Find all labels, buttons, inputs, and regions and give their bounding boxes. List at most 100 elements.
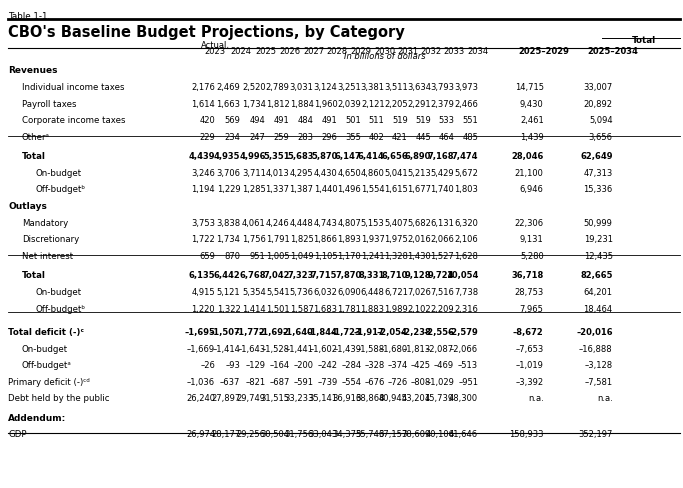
- Text: 6,442: 6,442: [214, 271, 240, 280]
- Text: 21,100: 21,100: [515, 168, 544, 178]
- Text: 2,291: 2,291: [407, 100, 431, 108]
- Text: –591: –591: [294, 377, 313, 386]
- Text: 1,781: 1,781: [337, 304, 361, 313]
- Text: 2033: 2033: [443, 47, 465, 56]
- Text: 1,628: 1,628: [454, 251, 478, 261]
- Text: –374: –374: [387, 361, 408, 369]
- Text: –2,087: –2,087: [426, 344, 454, 353]
- Text: 1,005: 1,005: [266, 251, 290, 261]
- Text: 19,231: 19,231: [584, 235, 613, 244]
- Text: 62,649: 62,649: [580, 152, 613, 161]
- Text: –1,036: –1,036: [187, 377, 215, 386]
- Text: 5,407: 5,407: [384, 218, 408, 227]
- Text: –513: –513: [458, 361, 478, 369]
- Text: 40,106: 40,106: [426, 429, 454, 438]
- Text: 1,587: 1,587: [290, 304, 313, 313]
- Text: 247: 247: [250, 133, 266, 142]
- Text: –16,888: –16,888: [579, 344, 613, 353]
- Text: 6,768: 6,768: [239, 271, 266, 280]
- Text: 28,046: 28,046: [512, 152, 544, 161]
- Text: 4,650: 4,650: [337, 168, 361, 178]
- Text: 7,474: 7,474: [451, 152, 478, 161]
- Text: 4,295: 4,295: [290, 168, 313, 178]
- Text: 3,381: 3,381: [361, 83, 385, 92]
- Text: 1,791: 1,791: [266, 235, 290, 244]
- Text: 4,246: 4,246: [266, 218, 290, 227]
- Text: 43,201: 43,201: [402, 394, 431, 403]
- Text: 3,124: 3,124: [313, 83, 337, 92]
- Text: 1,614: 1,614: [191, 100, 215, 108]
- Text: 1,285: 1,285: [242, 185, 266, 194]
- Text: 33,233: 33,233: [284, 394, 313, 403]
- Text: 9,430: 9,430: [520, 100, 544, 108]
- Text: On-budget: On-budget: [36, 287, 82, 296]
- Text: 64,201: 64,201: [584, 287, 613, 296]
- Text: 158,933: 158,933: [509, 429, 544, 438]
- Text: 35,746: 35,746: [355, 429, 385, 438]
- Text: 36,916: 36,916: [332, 394, 361, 403]
- Text: 355: 355: [346, 133, 361, 142]
- Text: 491: 491: [274, 116, 290, 125]
- Text: 7,323: 7,323: [287, 271, 313, 280]
- Text: n.a.: n.a.: [597, 394, 613, 403]
- Text: 5,354: 5,354: [242, 287, 266, 296]
- Text: Mandatory: Mandatory: [22, 218, 68, 227]
- Text: On-budget: On-budget: [36, 168, 82, 178]
- Text: 20,892: 20,892: [584, 100, 613, 108]
- Text: –469: –469: [434, 361, 454, 369]
- Text: 2,316: 2,316: [454, 304, 478, 313]
- Text: –951: –951: [458, 377, 478, 386]
- Text: –1,723: –1,723: [331, 327, 361, 336]
- Text: –1,643: –1,643: [238, 344, 266, 353]
- Text: 1,241: 1,241: [361, 251, 385, 261]
- Text: –821: –821: [246, 377, 266, 386]
- Text: 9,128: 9,128: [404, 271, 431, 280]
- Text: –328: –328: [364, 361, 385, 369]
- Text: 33,043: 33,043: [308, 429, 337, 438]
- Text: 5,351: 5,351: [263, 152, 290, 161]
- Text: 1,387: 1,387: [290, 185, 313, 194]
- Text: 6,414: 6,414: [358, 152, 385, 161]
- Text: 8,331: 8,331: [358, 271, 385, 280]
- Text: –1,019: –1,019: [516, 361, 544, 369]
- Text: Off-budgetᵇ: Off-budgetᵇ: [36, 185, 85, 194]
- Text: Off-budgetᵇ: Off-budgetᵇ: [36, 304, 85, 313]
- Text: 283: 283: [298, 133, 313, 142]
- Text: 3,706: 3,706: [217, 168, 240, 178]
- Text: 1,734: 1,734: [217, 235, 240, 244]
- Text: 1,501: 1,501: [266, 304, 290, 313]
- Text: 1,756: 1,756: [242, 235, 266, 244]
- Text: 1,884: 1,884: [290, 100, 313, 108]
- Text: 31,756: 31,756: [284, 429, 313, 438]
- Text: 6,320: 6,320: [454, 218, 478, 227]
- Text: 2,066: 2,066: [430, 235, 454, 244]
- Text: –1,695: –1,695: [184, 327, 215, 336]
- Text: 491: 491: [322, 116, 337, 125]
- Text: –3,392: –3,392: [516, 377, 544, 386]
- Text: 7,026: 7,026: [407, 287, 431, 296]
- Text: 4,430: 4,430: [313, 168, 337, 178]
- Text: 494: 494: [250, 116, 266, 125]
- Text: 28,177: 28,177: [211, 429, 240, 438]
- Text: Debt held by the public: Debt held by the public: [8, 394, 110, 403]
- Text: 5,736: 5,736: [290, 287, 313, 296]
- Text: 9,131: 9,131: [520, 235, 544, 244]
- Text: –425: –425: [411, 361, 431, 369]
- Text: 229: 229: [199, 133, 215, 142]
- Text: 1,170: 1,170: [337, 251, 361, 261]
- Text: 2,121: 2,121: [361, 100, 385, 108]
- Text: 33,007: 33,007: [583, 83, 613, 92]
- Text: Outlays: Outlays: [8, 202, 47, 211]
- Text: 26,240: 26,240: [186, 394, 215, 403]
- Text: 2,789: 2,789: [266, 83, 290, 92]
- Text: 47,313: 47,313: [583, 168, 613, 178]
- Text: –1,602: –1,602: [309, 344, 337, 353]
- Text: –200: –200: [294, 361, 313, 369]
- Text: Otherᵃ: Otherᵃ: [22, 133, 50, 142]
- Text: –1,772: –1,772: [235, 327, 266, 336]
- Text: –1,844: –1,844: [307, 327, 337, 336]
- Text: –242: –242: [318, 361, 337, 369]
- Text: 1,866: 1,866: [313, 235, 337, 244]
- Text: 27,897: 27,897: [211, 394, 240, 403]
- Text: 82,665: 82,665: [580, 271, 613, 280]
